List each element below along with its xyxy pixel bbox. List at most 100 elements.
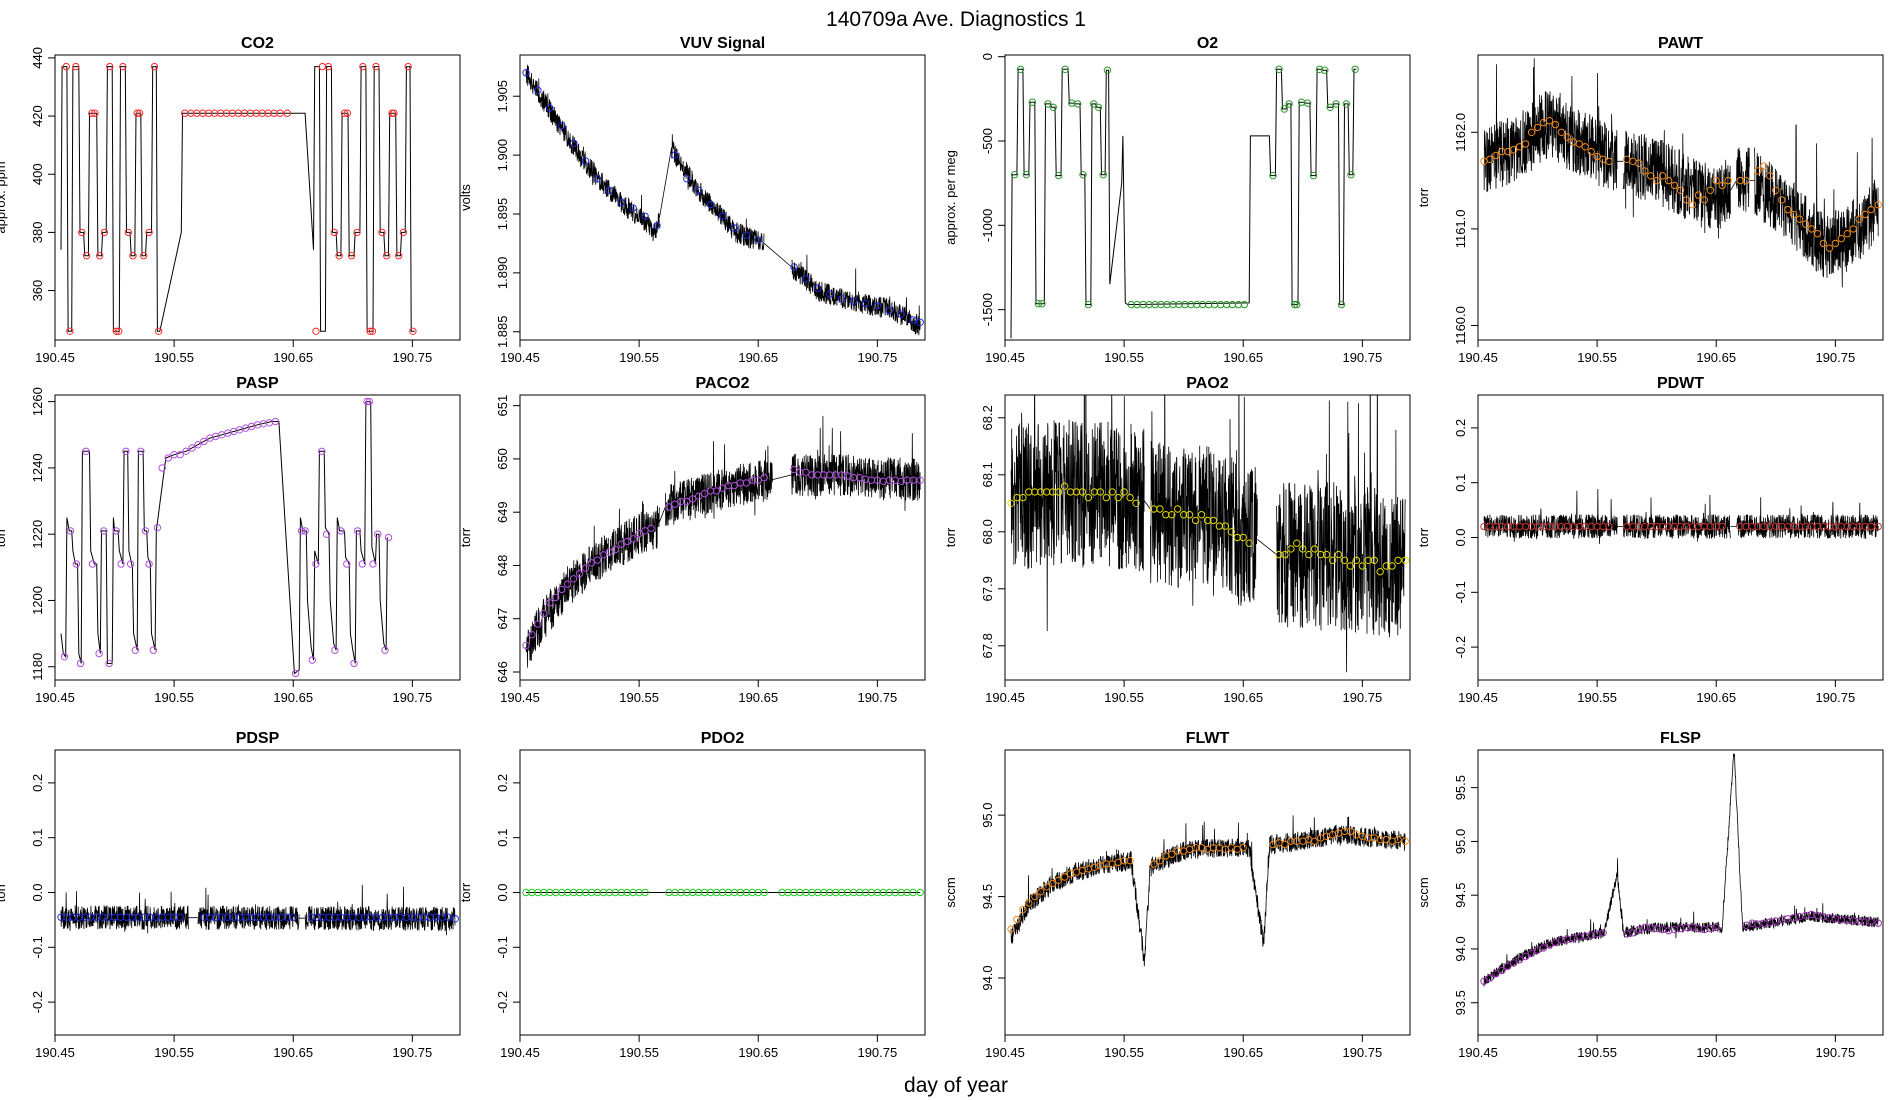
paco2-point — [611, 545, 619, 554]
pao2-point — [1299, 545, 1307, 553]
paco2-point — [802, 468, 810, 476]
vuv-ytick-label: 1.905 — [495, 80, 510, 113]
paco2-point — [832, 471, 840, 479]
flwt-ytick-label: 94.0 — [980, 965, 995, 990]
pdwt-title: PDWT — [1657, 375, 1704, 392]
pasp-point — [76, 659, 85, 668]
pdo2-point — [695, 888, 703, 897]
o2-ylabel: approx. per meg — [943, 150, 958, 245]
co2-point — [347, 252, 356, 260]
pasp-point — [105, 659, 113, 668]
o2-point — [1061, 65, 1069, 74]
pdsp-point — [289, 913, 297, 921]
pasp-point — [308, 656, 316, 664]
pasp-xtick-label: 190.45 — [35, 690, 75, 705]
flsp-point — [1498, 966, 1506, 975]
pao2-xtick-label: 190.65 — [1223, 690, 1263, 705]
co2-ylabel: approx. ppm — [0, 161, 8, 233]
pdwt-point — [1843, 522, 1852, 531]
flsp-point — [1682, 923, 1691, 932]
vuv-point — [546, 104, 554, 112]
pdwt-point — [1504, 522, 1512, 531]
pao2-point — [1126, 493, 1134, 502]
flwt-point — [1031, 892, 1039, 901]
panel-co2: CO2 approx. ppm 190.45 190.55 190.65 190.75 36… — [0, 35, 461, 365]
pdsp-ytick-label: -0.2 — [30, 991, 45, 1013]
pao2-point — [1281, 550, 1289, 559]
pao2-point — [1334, 550, 1343, 559]
pao2-ylabel: torr — [943, 527, 958, 547]
pawt-point — [1843, 230, 1852, 238]
pdsp-point — [176, 913, 184, 921]
co2-point — [399, 228, 408, 237]
pdsp-plot-frame — [54, 749, 461, 1036]
co2-point — [119, 62, 127, 71]
o2-point — [1293, 300, 1301, 309]
pawt-point — [1712, 176, 1720, 185]
o2-point — [1280, 105, 1289, 113]
panel-flwt: FLWT sccm 190.45 190.55 190.65 190.75 94.0 94.5… — [943, 730, 1411, 1060]
paco2-point — [635, 529, 643, 538]
pdwt-point — [1480, 522, 1488, 531]
vuv-point — [718, 212, 727, 221]
flsp-point — [1867, 918, 1875, 926]
paco2-point — [587, 559, 596, 567]
co2-ytick-label: 360 — [30, 280, 45, 302]
pdsp-point — [241, 913, 250, 921]
pdwt-ylabel: torr — [1416, 527, 1431, 547]
flsp-point — [1712, 923, 1720, 932]
pdwt-point — [1545, 522, 1554, 531]
vuv-point — [593, 175, 602, 183]
o2-point — [1275, 65, 1283, 74]
pdwt-plot-frame — [1477, 394, 1884, 681]
pawt-point — [1563, 133, 1572, 141]
vuv-xtick-label: 190.65 — [738, 350, 778, 365]
vuv-point — [742, 231, 750, 239]
pdo2-point — [897, 888, 905, 897]
pasp-point — [297, 527, 306, 535]
o2-series-line — [1010, 68, 1357, 339]
paco2-point — [695, 492, 703, 500]
paco2-ytick-label: 648 — [495, 555, 510, 577]
co2-point — [324, 62, 333, 71]
paco2-ytick-label: 650 — [495, 448, 510, 470]
paco2-point — [599, 551, 608, 559]
o2-xtick-label: 190.45 — [985, 350, 1025, 365]
o2-point — [1094, 103, 1103, 112]
pawt-point — [1593, 152, 1601, 161]
paco2-point — [540, 609, 548, 618]
o2-point — [1222, 300, 1231, 309]
co2-title: CO2 — [241, 35, 274, 52]
pdsp-xtick-label: 190.55 — [154, 1045, 194, 1060]
pao2-point — [1401, 556, 1409, 564]
co2-xtick-label: 190.55 — [154, 350, 194, 365]
co2-xtick-label: 190.75 — [392, 350, 432, 365]
o2-point — [1054, 171, 1063, 180]
pasp-point — [200, 437, 208, 446]
pawt-point — [1682, 196, 1691, 204]
o2-ytick-label: -500 — [980, 128, 995, 154]
pdsp-ylabel: torr — [0, 882, 8, 902]
flsp-point — [1480, 977, 1488, 985]
pasp-point — [149, 646, 158, 654]
o2-point — [1193, 300, 1201, 309]
flwt-point — [1311, 837, 1319, 845]
pawt-point — [1557, 128, 1566, 137]
pao2-point — [1197, 511, 1206, 519]
o2-point — [1216, 300, 1225, 309]
co2-point — [335, 252, 343, 260]
co2-point — [154, 327, 163, 335]
flwt-point — [1043, 883, 1051, 891]
pdsp-point — [152, 913, 161, 921]
pdwt-point — [1760, 522, 1768, 531]
co2-point — [276, 109, 284, 117]
pasp-point — [158, 464, 166, 472]
flwt-point — [1150, 860, 1158, 868]
co2-point — [150, 62, 159, 71]
pdsp-xtick-label: 190.75 — [392, 1045, 432, 1060]
paco2-ytick-label: 649 — [495, 501, 510, 523]
o2-point — [1285, 100, 1293, 108]
pawt-point — [1784, 205, 1792, 214]
pawt-xtick-label: 190.45 — [1458, 350, 1498, 365]
